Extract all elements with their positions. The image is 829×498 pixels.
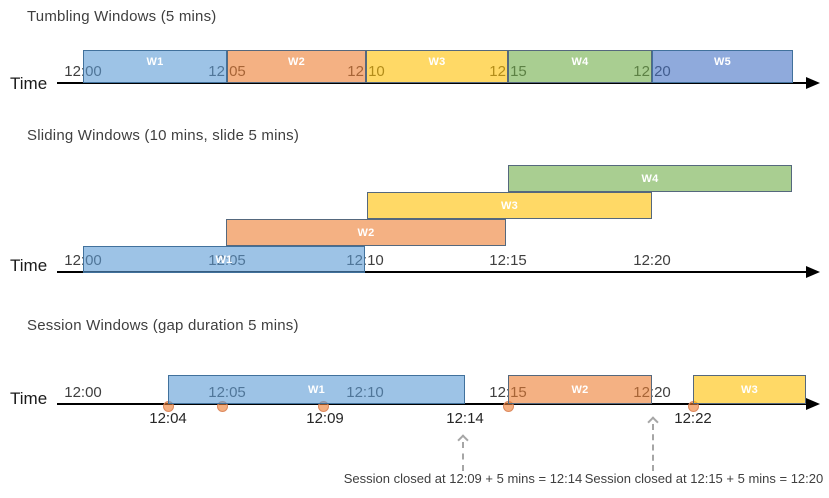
window-w3: W3 bbox=[693, 375, 806, 404]
window-label: W1 bbox=[146, 56, 164, 68]
axis-line bbox=[57, 82, 806, 84]
time-axis-label: Time bbox=[10, 389, 48, 408]
tick-label: 12:00 bbox=[64, 252, 102, 269]
dashed-up-arrow-icon bbox=[647, 416, 659, 471]
event-dot-icon bbox=[687, 400, 699, 412]
axis-line bbox=[57, 403, 806, 405]
window-w1: W1 bbox=[83, 246, 365, 273]
window-w4: W4 bbox=[508, 50, 652, 83]
tick-label: 12:15 bbox=[489, 384, 527, 401]
tick-label: 12:20 bbox=[633, 63, 671, 80]
tick-label: 12:05 bbox=[208, 252, 246, 269]
diagram-title: Session Windows (gap duration 5 mins) bbox=[27, 317, 299, 334]
axis-arrowhead-icon bbox=[806, 77, 820, 89]
time-axis-label: Time bbox=[10, 74, 48, 93]
tick-label: 12:10 bbox=[347, 63, 385, 80]
axis-arrowhead-icon bbox=[806, 398, 820, 410]
window-label: W1 bbox=[215, 253, 233, 266]
session-closed-annotation: Session closed at 12:09 + 5 mins = 12:14 bbox=[343, 471, 583, 486]
event-dot-icon bbox=[162, 400, 174, 412]
window-label: W1 bbox=[307, 383, 326, 396]
window-label: W2 bbox=[571, 383, 589, 396]
window-label: W3 bbox=[428, 56, 446, 68]
window-w3: W3 bbox=[367, 192, 652, 219]
window-label: W2 bbox=[287, 56, 306, 68]
window-label: W3 bbox=[500, 199, 519, 212]
tick-label: 12:10 bbox=[346, 252, 384, 269]
dashed-line bbox=[652, 424, 654, 471]
time-axis-label: Time bbox=[10, 256, 48, 275]
event-time-label: 12:14 bbox=[446, 410, 484, 427]
window-label: W3 bbox=[740, 383, 759, 396]
session-closed-annotation: Session closed at 12:15 + 5 mins = 12:20 bbox=[584, 471, 824, 486]
tick-label: 12:05 bbox=[208, 384, 246, 401]
tick-label: 12:00 bbox=[64, 384, 102, 401]
window-label: W4 bbox=[571, 56, 589, 68]
event-dot-icon bbox=[216, 400, 228, 412]
diagram-title: Sliding Windows (10 mins, slide 5 mins) bbox=[27, 127, 300, 144]
tick-label: 12:20 bbox=[633, 384, 671, 401]
window-w1: W1 bbox=[83, 50, 227, 83]
arrowhead-up-icon bbox=[457, 434, 469, 446]
window-label: W2 bbox=[357, 226, 375, 239]
tick-label: 12:00 bbox=[64, 63, 102, 80]
event-dot-icon bbox=[502, 400, 514, 412]
dashed-line bbox=[462, 442, 464, 471]
event-time-label: 12:22 bbox=[674, 410, 712, 427]
tick-label: 12:05 bbox=[208, 63, 246, 80]
window-w2: W2 bbox=[227, 50, 366, 83]
tick-label: 12:15 bbox=[489, 63, 527, 80]
window-w2: W2 bbox=[226, 219, 506, 246]
event-time-label: 12:04 bbox=[149, 410, 187, 427]
window-label: W5 bbox=[713, 56, 732, 68]
window-w2: W2 bbox=[508, 375, 652, 404]
axis-arrowhead-icon bbox=[806, 266, 820, 278]
dashed-up-arrow-icon bbox=[457, 434, 469, 471]
tick-label: 12:20 bbox=[633, 252, 671, 269]
axis-line bbox=[57, 271, 806, 273]
event-time-label: 12:09 bbox=[306, 410, 344, 427]
window-w3: W3 bbox=[366, 50, 508, 83]
window-label: W4 bbox=[641, 172, 659, 185]
window-w4: W4 bbox=[508, 165, 792, 192]
arrowhead-up-icon bbox=[647, 416, 659, 428]
tick-label: 12:10 bbox=[346, 384, 384, 401]
event-dot-icon bbox=[317, 400, 329, 412]
window-w5: W5 bbox=[652, 50, 793, 83]
diagram-title: Tumbling Windows (5 mins) bbox=[27, 8, 217, 25]
tick-label: 12:15 bbox=[489, 252, 527, 269]
window-w1: W1 bbox=[168, 375, 465, 404]
